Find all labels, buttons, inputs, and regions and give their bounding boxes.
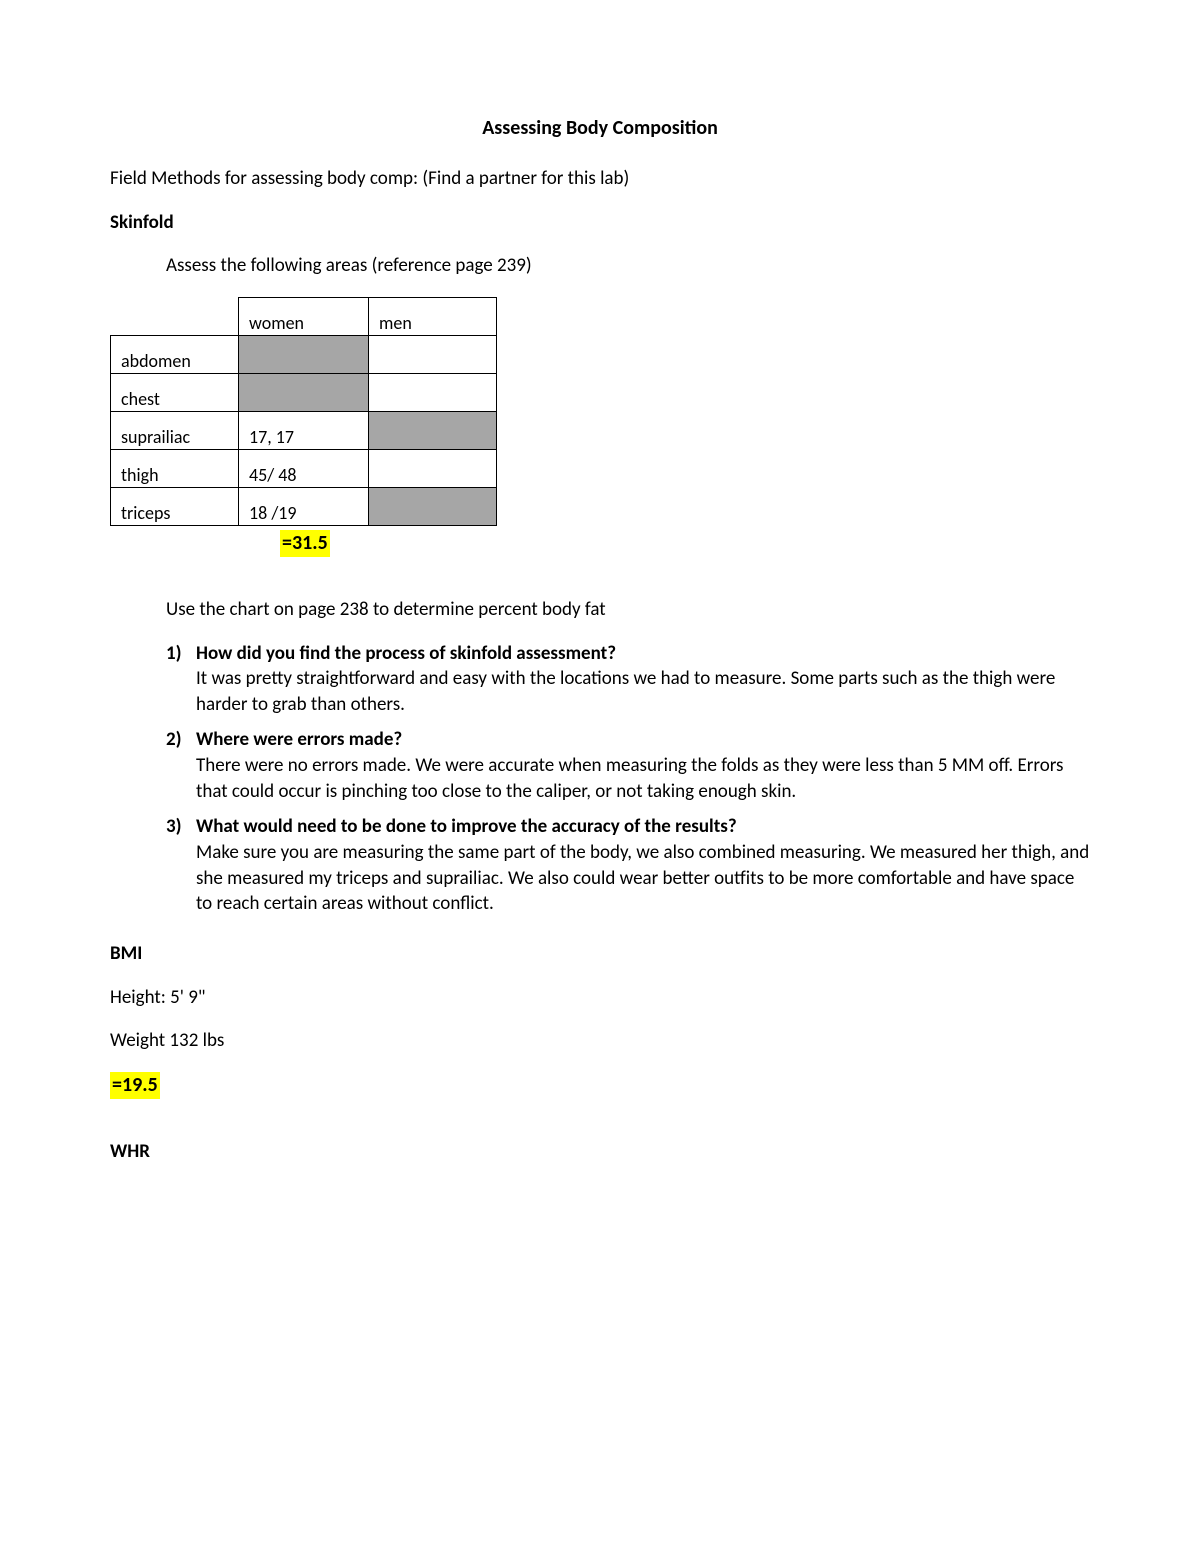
skinfold-result: =31.5 [280, 530, 330, 557]
question-number: 2) [166, 727, 196, 804]
table-header-women: women [239, 297, 369, 335]
table-row: abdomen [111, 335, 497, 373]
cell-men [369, 411, 497, 449]
question-number: 3) [166, 814, 196, 917]
page-title: Assessing Body Composition [110, 115, 1090, 142]
question-item: 3) What would need to be done to improve… [166, 814, 1090, 917]
table-row: triceps 18 /19 [111, 487, 497, 525]
row-label: suprailiac [111, 411, 239, 449]
table-row: chest [111, 373, 497, 411]
skinfold-table-wrap: women men abdomen chest suprailiac 17, 1… [110, 297, 1090, 526]
cell-women: 18 /19 [239, 487, 369, 525]
cell-men [369, 449, 497, 487]
question-title: Where were errors made? [196, 728, 402, 751]
bmi-result-wrap: =19.5 [110, 1072, 1090, 1099]
document-page: Assessing Body Composition Field Methods… [0, 0, 1200, 1553]
bmi-height: Height: 5' 9" [110, 985, 1090, 1011]
row-label: abdomen [111, 335, 239, 373]
question-answer: There were no errors made. We were accur… [196, 753, 1090, 804]
question-text: What would need to be done to improve th… [196, 814, 1090, 917]
row-label: chest [111, 373, 239, 411]
whr-heading: WHR [110, 1139, 1090, 1165]
question-title: What would need to be done to improve th… [196, 815, 737, 838]
cell-women: 45/ 48 [239, 449, 369, 487]
bmi-weight: Weight 132 lbs [110, 1028, 1090, 1054]
question-block: 1) How did you find the process of skinf… [166, 641, 1090, 917]
table-row: thigh 45/ 48 [111, 449, 497, 487]
question-title: How did you find the process of skinfold… [196, 642, 616, 665]
cell-men [369, 487, 497, 525]
question-number: 1) [166, 641, 196, 718]
table-header-men: men [369, 297, 497, 335]
skinfold-assess-line: Assess the following areas (reference pa… [166, 253, 1090, 279]
table-row: women men [111, 297, 497, 335]
row-label: thigh [111, 449, 239, 487]
question-item: 2) Where were errors made? There were no… [166, 727, 1090, 804]
question-answer: It was pretty straightforward and easy w… [196, 666, 1090, 717]
cell-women: 17, 17 [239, 411, 369, 449]
table-header-blank [111, 297, 239, 335]
skinfold-heading: Skinfold [110, 210, 1090, 236]
intro-line: Field Methods for assessing body comp: (… [110, 166, 1090, 192]
skinfold-table: women men abdomen chest suprailiac 17, 1… [110, 297, 497, 526]
question-answer: Make sure you are measuring the same par… [196, 840, 1090, 917]
bmi-heading: BMI [110, 941, 1090, 967]
question-text: How did you find the process of skinfold… [196, 641, 1090, 718]
cell-men [369, 373, 497, 411]
row-label: triceps [111, 487, 239, 525]
table-row: suprailiac 17, 17 [111, 411, 497, 449]
cell-women [239, 373, 369, 411]
skinfold-chart-line: Use the chart on page 238 to determine p… [166, 597, 1090, 623]
question-text: Where were errors made? There were no er… [196, 727, 1090, 804]
cell-men [369, 335, 497, 373]
bmi-result: =19.5 [110, 1072, 160, 1099]
question-item: 1) How did you find the process of skinf… [166, 641, 1090, 718]
cell-women [239, 335, 369, 373]
skinfold-result-wrap: =31.5 [280, 530, 1090, 557]
